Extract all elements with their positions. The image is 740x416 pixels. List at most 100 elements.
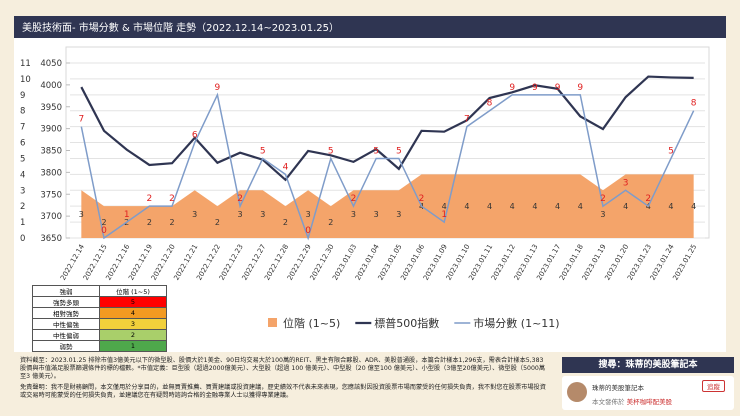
- score-value-label: 2: [419, 194, 425, 204]
- area-value-label: 3: [396, 210, 401, 219]
- table-cell: 中性偏強: [32, 318, 100, 330]
- score-value-label: 2: [600, 194, 606, 204]
- score-value-label: 9: [532, 83, 538, 93]
- area-value-label: 4: [487, 202, 492, 211]
- area-value-label: 4: [464, 202, 469, 211]
- score-value-label: 3: [623, 178, 629, 188]
- position-area: [81, 174, 694, 238]
- data-note: 資料截至：2023.01.25 排除市值3億美元以下的微型股、股價大於1美金、9…: [20, 357, 546, 380]
- score-value-label: 5: [396, 146, 402, 156]
- area-value-label: 3: [238, 210, 243, 219]
- table-cell: 中性偏弱: [32, 329, 100, 341]
- table-header-cell: 位階 (1~5): [99, 285, 167, 297]
- table-cell: 強勢多頭: [32, 296, 100, 308]
- legend-label: 標普500指數: [374, 316, 439, 330]
- y2-tick-label: 3700: [40, 212, 62, 222]
- area-value-label: 2: [147, 218, 152, 227]
- legend-swatch: [268, 318, 277, 327]
- score-value-label: 5: [328, 146, 334, 156]
- score-value-label: 2: [645, 194, 651, 204]
- score-value-label: 2: [351, 194, 357, 204]
- area-value-label: 3: [79, 210, 84, 219]
- table-header-cell: 強弱: [32, 285, 100, 297]
- author-card: 珠蒂的美股筆記本 追蹤 本文發佈於 美杯咖啡配美股: [562, 376, 734, 410]
- area-value-label: 3: [351, 210, 356, 219]
- score-value-label: 2: [169, 194, 175, 204]
- area-value-label: 3: [306, 210, 311, 219]
- area-value-label: 3: [600, 210, 605, 219]
- y-tick-label: 6: [20, 139, 25, 149]
- disclaimer: 免責聲明：我不是財務顧問，本文僅用於分享目的，並無買賣推薦、買賣建議或投資建議，…: [20, 384, 546, 399]
- table-header-row: 強弱 位階 (1~5): [32, 285, 167, 297]
- y-tick-label: 4: [20, 170, 25, 180]
- score-value-label: 0: [305, 226, 311, 236]
- area-value-label: 3: [192, 210, 197, 219]
- y2-tick-label: 3900: [40, 125, 62, 135]
- y2-tick-label: 4000: [40, 81, 62, 91]
- y-tick-label: 5: [20, 154, 25, 164]
- y2-tick-label: 3950: [40, 103, 62, 113]
- posted-label: 本文發佈於: [592, 398, 625, 406]
- table-row: 相對強勢 4: [32, 307, 167, 319]
- score-value-label: 5: [373, 146, 379, 156]
- y-tick-label: 2: [20, 202, 25, 212]
- area-value-label: 3: [374, 210, 379, 219]
- y-tick-label: 11: [20, 59, 31, 69]
- avatar: [567, 382, 587, 402]
- table-cell: 4: [99, 307, 167, 319]
- score-line: [80, 92, 695, 241]
- y2-tick-label: 3750: [40, 190, 62, 200]
- score-value-label: 7: [78, 115, 84, 125]
- y-tick-label: 9: [20, 91, 25, 101]
- table-cell: 5: [99, 296, 167, 308]
- area-value-label: 3: [260, 210, 265, 219]
- area-value-label: 2: [328, 218, 333, 227]
- table-cell: 3: [99, 318, 167, 330]
- search-banner: 搜尋：珠蒂的美股筆記本: [562, 357, 734, 373]
- site-link[interactable]: 美杯咖啡配美股: [626, 398, 673, 406]
- table-cell: 相對強勢: [32, 307, 100, 319]
- score-value-label: 9: [509, 83, 515, 93]
- y2-tick-label: 4050: [40, 59, 62, 69]
- y2-tick-label: 3800: [40, 168, 62, 178]
- score-value-label: 8: [487, 99, 493, 109]
- author-name: 珠蒂的美股筆記本: [592, 384, 644, 392]
- table-cell: 弱勢: [32, 340, 100, 352]
- area-value-label: 4: [442, 202, 447, 211]
- score-value-label: 6: [192, 131, 198, 141]
- score-value-label: 7: [464, 115, 470, 125]
- score-value-label: 5: [668, 146, 674, 156]
- y-tick-label: 10: [20, 75, 31, 85]
- y2-tick-label: 3850: [40, 147, 62, 157]
- score-value-label: 9: [555, 83, 561, 93]
- score-value-label: 1: [441, 210, 447, 220]
- legend-table: 強弱 位階 (1~5) 強勢多頭 5 相對強勢 4 中性偏強 3 中性偏弱 2 弱勢 1: [32, 285, 167, 352]
- legend-label: 位階 (1~5): [283, 316, 340, 330]
- table-cell: 1: [99, 340, 167, 352]
- y-tick-label: 8: [20, 107, 25, 117]
- area-value-label: 4: [691, 202, 696, 211]
- area-value-label: 2: [101, 218, 106, 227]
- table-row: 強勢多頭 5: [32, 296, 167, 308]
- table-row: 中性偏弱 2: [32, 329, 167, 341]
- table-row: 弱勢 1: [32, 340, 167, 352]
- area-value-label: 4: [555, 202, 560, 211]
- area-value-label: 2: [283, 218, 288, 227]
- area-value-label: 4: [532, 202, 537, 211]
- area-value-label: 4: [668, 202, 673, 211]
- score-value-label: 0: [101, 226, 107, 236]
- posted-on: 本文發佈於 美杯咖啡配美股: [592, 396, 672, 406]
- area-value-label: 2: [170, 218, 175, 227]
- score-value-label: 2: [237, 194, 243, 204]
- follow-button[interactable]: 追蹤: [702, 380, 725, 392]
- score-value-label: 4: [283, 162, 289, 172]
- score-value-label: 1: [124, 210, 130, 220]
- table-cell: 2: [99, 329, 167, 341]
- area-value-label: 4: [510, 202, 515, 211]
- area-value-label: 4: [623, 202, 628, 211]
- legend-label: 市場分數 (1~11): [473, 316, 559, 330]
- table-row: 中性偏強 3: [32, 318, 167, 330]
- score-value-label: 8: [691, 99, 697, 109]
